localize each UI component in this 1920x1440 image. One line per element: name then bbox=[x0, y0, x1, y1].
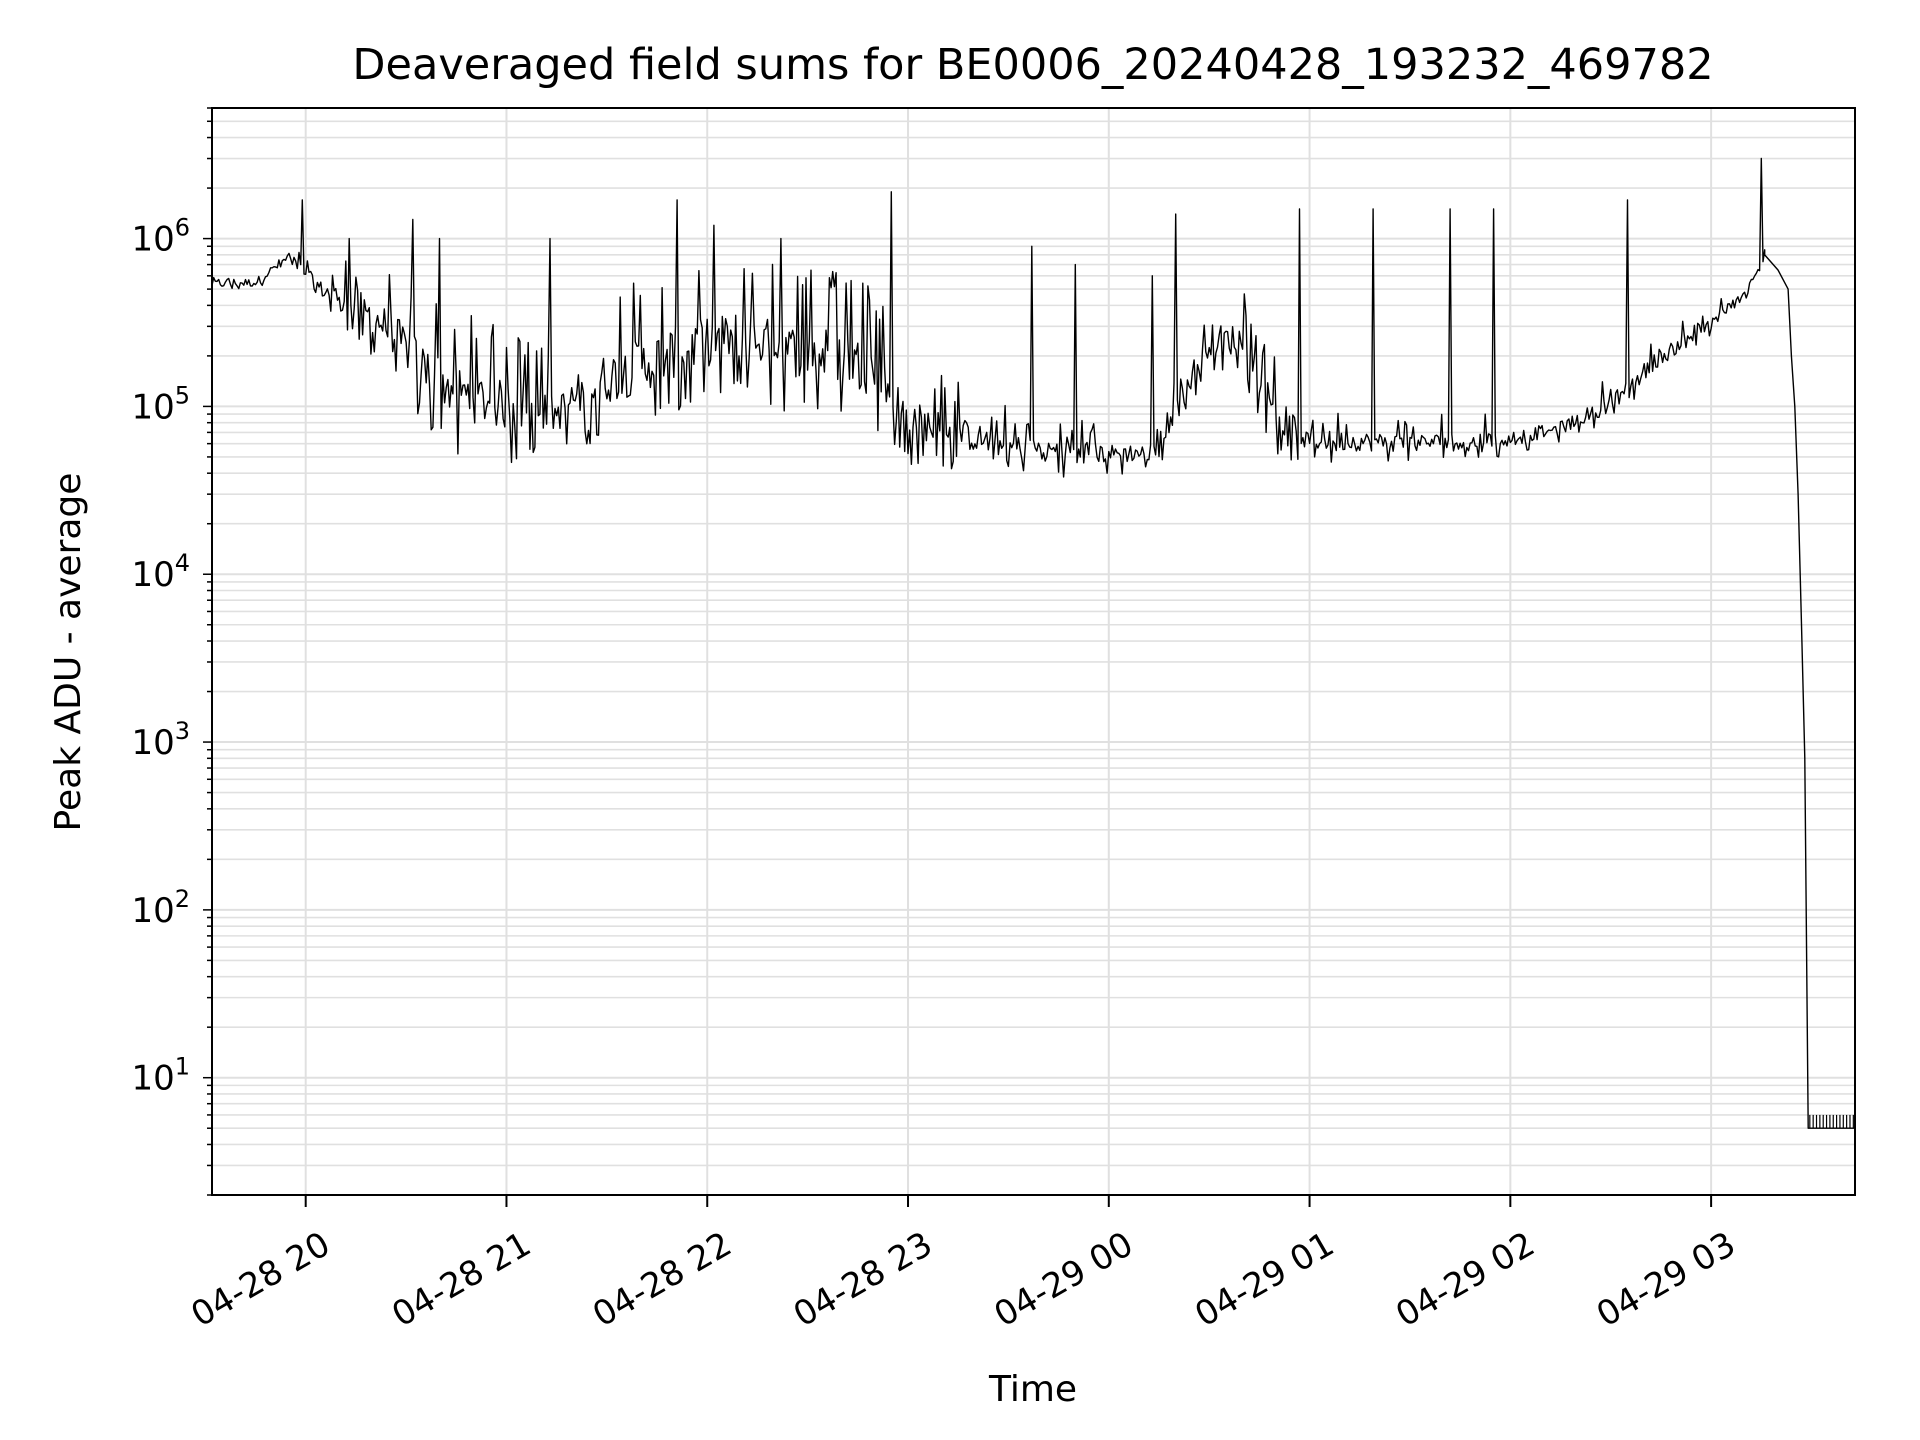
chart-title: Deaveraged field sums for BE0006_2024042… bbox=[352, 40, 1713, 90]
y-tick-exponent: 4 bbox=[175, 549, 190, 577]
y-tick-base: 10 bbox=[131, 1059, 174, 1099]
y-tick-label: 101 bbox=[131, 1053, 190, 1099]
y-tick-exponent: 2 bbox=[175, 885, 190, 913]
series-line bbox=[211, 157, 1855, 1129]
y-tick-base: 10 bbox=[131, 723, 174, 763]
y-tick-label: 103 bbox=[131, 717, 190, 763]
y-tick-label: 106 bbox=[131, 214, 190, 260]
y-tick-exponent: 6 bbox=[175, 214, 190, 242]
y-tick-exponent: 1 bbox=[175, 1053, 190, 1081]
series-group bbox=[211, 157, 1855, 1129]
y-tick-exponent: 3 bbox=[175, 717, 190, 745]
y-tick-base: 10 bbox=[131, 891, 174, 931]
y-tick-exponent: 5 bbox=[175, 381, 190, 409]
y-tick-base: 10 bbox=[131, 555, 174, 595]
y-tick-label: 104 bbox=[131, 549, 190, 595]
y-tick-label: 102 bbox=[131, 885, 190, 931]
x-axis-title: Time bbox=[988, 1369, 1077, 1410]
grid bbox=[212, 107, 1855, 1196]
y-tick-base: 10 bbox=[131, 220, 174, 260]
y-axis-title: Peak ADU - average bbox=[48, 473, 89, 832]
y-tick-base: 10 bbox=[131, 387, 174, 427]
y-tick-label: 105 bbox=[131, 381, 190, 427]
plot-frame bbox=[211, 107, 1856, 1196]
